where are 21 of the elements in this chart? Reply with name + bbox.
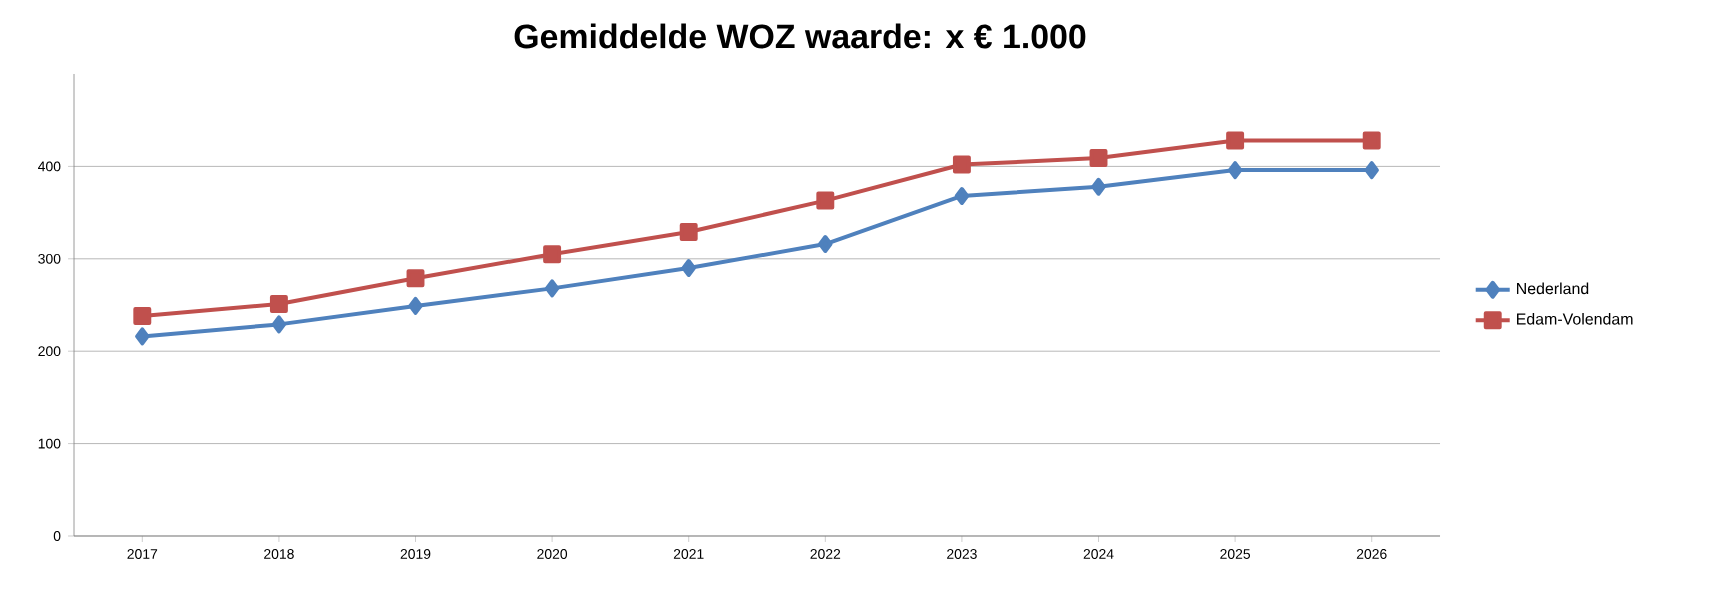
point: [1364, 161, 1379, 180]
point: [952, 155, 971, 174]
point: [271, 315, 287, 334]
point: [1091, 177, 1106, 196]
point: [406, 269, 425, 288]
chart-title: Gemiddelde WOZ waarde: x € 1.000: [514, 23, 1086, 49]
point: [1362, 131, 1381, 150]
point: [679, 223, 698, 241]
point: [681, 259, 696, 278]
point: [816, 191, 835, 210]
point: [133, 307, 152, 326]
point: [269, 295, 288, 314]
point: [544, 279, 560, 298]
point: [954, 186, 970, 205]
point: [543, 245, 562, 264]
point: [818, 235, 833, 253]
point: [1226, 131, 1245, 150]
point: [135, 327, 150, 346]
point: [408, 296, 423, 315]
point: [1227, 161, 1243, 180]
point: [1089, 149, 1108, 168]
